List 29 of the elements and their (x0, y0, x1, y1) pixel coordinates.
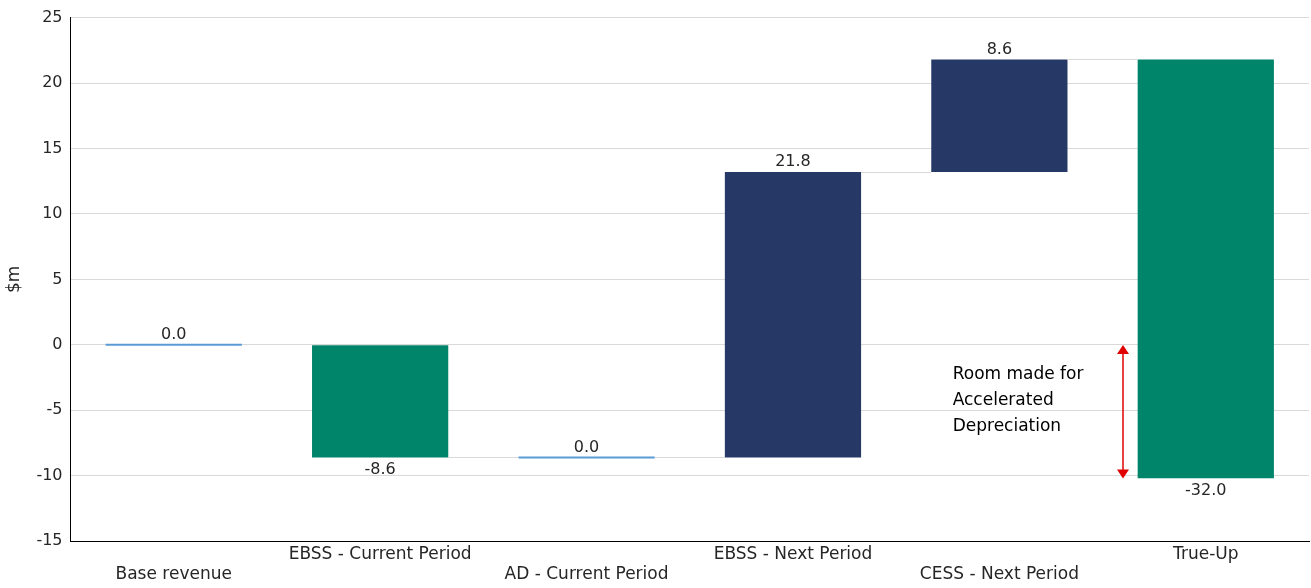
data-label: -8.6 (364, 458, 396, 478)
data-label: 8.6 (986, 38, 1013, 58)
y-tick-label: 25 (42, 6, 63, 26)
data-label: 0.0 (573, 436, 600, 456)
y-axis-title: $m (2, 265, 23, 294)
bar (105, 343, 242, 346)
x-tick-label: True-Up (1172, 542, 1239, 563)
y-tick-label: 20 (42, 72, 63, 92)
bar (724, 172, 862, 458)
data-label: 0.0 (161, 324, 187, 344)
bar (518, 456, 655, 459)
y-tick-label: -15 (36, 530, 63, 550)
bar (312, 345, 449, 458)
x-tick-label: Base revenue (115, 563, 232, 584)
y-tick-label: 5 (52, 268, 63, 288)
data-label: -32.0 (1185, 479, 1227, 499)
y-tick-label: -10 (36, 464, 63, 484)
data-label: 21.8 (775, 151, 811, 171)
y-tick-label: 0 (52, 334, 63, 354)
x-tick-label: EBSS - Current Period (288, 542, 472, 563)
x-tick-label: EBSS - Next Period (713, 542, 873, 563)
y-tick-label: 15 (42, 137, 63, 157)
annotation: Room made for Accelerated Depreciation (952, 363, 1084, 436)
bar (931, 59, 1068, 173)
y-tick-label: 10 (42, 203, 63, 223)
bar (1137, 59, 1274, 479)
x-tick-label: AD - Current Period (504, 563, 669, 584)
x-tick-label: CESS - Next Period (919, 563, 1079, 584)
y-tick-label: -5 (46, 399, 63, 419)
